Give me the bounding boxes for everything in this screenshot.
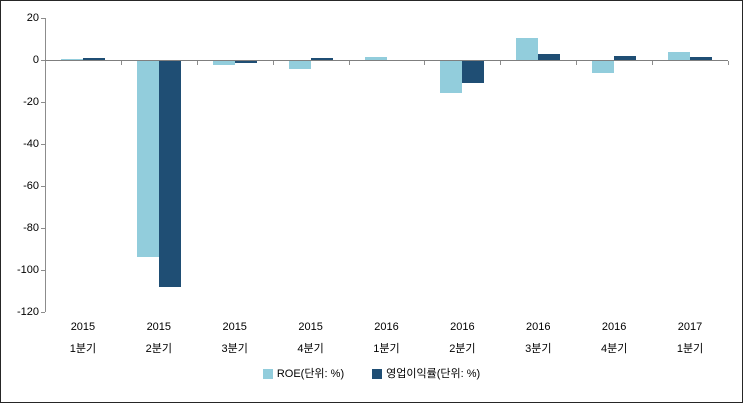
bar-series0-cat5 bbox=[440, 61, 463, 93]
legend-swatch-icon bbox=[372, 369, 383, 379]
legend-item-0: ROE(단위: %) bbox=[262, 368, 345, 380]
bar-series0-cat8 bbox=[668, 51, 691, 60]
bar-series1-cat1 bbox=[158, 61, 181, 287]
x-axis-label: 2016 1분기 bbox=[373, 321, 400, 355]
x-axis-tick bbox=[348, 61, 350, 65]
bar-series1-cat6 bbox=[538, 53, 561, 60]
x-axis-label: 2017 1분기 bbox=[676, 321, 704, 355]
x-axis-tick bbox=[652, 61, 654, 65]
x-axis-tick bbox=[120, 61, 122, 65]
bar-series1-cat5 bbox=[462, 61, 485, 84]
y-axis-tick bbox=[41, 186, 45, 187]
y-axis-tick bbox=[41, 60, 45, 61]
x-axis-label: 2016 3분기 bbox=[525, 321, 552, 355]
x-axis-label: 2016 4분기 bbox=[600, 321, 628, 355]
x-axis-label: 2016 2분기 bbox=[449, 321, 476, 355]
y-axis-tick bbox=[41, 312, 45, 313]
legend-label: 영업이익률(단위: %) bbox=[386, 368, 481, 380]
y-axis-label: 20 bbox=[26, 12, 39, 24]
legend: ROE(단위: %) 영업이익률(단위: %) bbox=[1, 368, 742, 380]
legend-label: ROE(단위: %) bbox=[276, 368, 345, 380]
x-axis-tick bbox=[272, 61, 274, 65]
y-axis-tick bbox=[41, 102, 45, 103]
x-axis-label: 2015 4분기 bbox=[297, 321, 324, 355]
bar-series0-cat7 bbox=[592, 61, 615, 73]
y-axis-label: -20 bbox=[23, 96, 39, 108]
x-axis-tick bbox=[576, 61, 578, 65]
y-axis-tick bbox=[41, 270, 45, 271]
x-axis-label: 2015 3분기 bbox=[221, 321, 248, 355]
bar-series0-cat4 bbox=[364, 56, 387, 60]
legend-swatch-icon bbox=[262, 369, 273, 379]
y-axis-label: -100 bbox=[16, 264, 39, 276]
y-axis-label: 0 bbox=[32, 54, 39, 66]
bar-series1-cat7 bbox=[614, 55, 637, 60]
y-axis-tick bbox=[41, 228, 45, 229]
y-axis-line bbox=[45, 18, 46, 312]
bar-series0-cat0 bbox=[60, 58, 83, 60]
bar-series0-cat1 bbox=[136, 61, 159, 258]
y-axis-tick bbox=[41, 144, 45, 145]
x-axis-tick bbox=[196, 61, 198, 65]
y-axis-label: -40 bbox=[23, 138, 39, 150]
legend-item-1: 영업이익률(단위: %) bbox=[372, 368, 480, 380]
x-axis-tick bbox=[500, 61, 502, 65]
y-axis-label: -60 bbox=[23, 180, 39, 192]
y-axis-tick bbox=[41, 18, 45, 19]
x-axis-label: 2015 1분기 bbox=[69, 321, 97, 355]
bar-series1-cat2 bbox=[234, 61, 257, 64]
x-axis-zero-line bbox=[45, 60, 728, 61]
y-axis-label: -120 bbox=[16, 306, 39, 318]
bar-series1-cat3 bbox=[310, 57, 333, 60]
bar-series0-cat2 bbox=[212, 61, 235, 66]
x-axis-label: 2015 2분기 bbox=[145, 321, 172, 355]
bar-series0-cat3 bbox=[288, 61, 311, 70]
bar-series1-cat0 bbox=[82, 57, 105, 60]
bar-series1-cat8 bbox=[690, 56, 713, 60]
y-axis-label: -80 bbox=[23, 222, 39, 234]
x-axis-tick bbox=[424, 61, 426, 65]
bar-series0-cat6 bbox=[516, 37, 539, 60]
x-axis-tick bbox=[728, 61, 729, 65]
